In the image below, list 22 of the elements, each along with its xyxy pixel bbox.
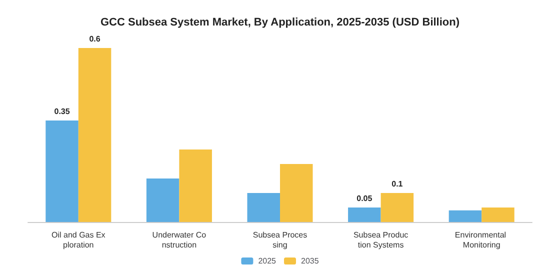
data-label: 0.1 <box>392 180 404 188</box>
bar <box>482 208 514 222</box>
bar <box>179 150 212 222</box>
data-label: 0.6 <box>89 34 101 44</box>
bar <box>348 208 381 222</box>
bar <box>78 48 112 222</box>
data-label: 0.05 <box>356 194 373 203</box>
x-tick-label: Subsea Production Systems <box>353 230 408 250</box>
bar <box>448 210 482 222</box>
x-tick-label: Environmental Monitoring <box>454 230 508 250</box>
bar <box>247 193 280 222</box>
bar <box>146 178 180 222</box>
legend-label: 2025 <box>258 256 277 266</box>
bar <box>280 164 313 222</box>
chart-title: GCC Subsea System Market, By Application, 2025-2035 (USD Billion) <box>100 16 460 28</box>
legend-label: 2035 <box>301 256 320 266</box>
data-label: 0.35 <box>54 107 70 116</box>
x-tick-label: Oil and Gas Exploration <box>51 230 106 250</box>
x-tick-label: Subsea Processing <box>252 230 308 250</box>
bar <box>46 120 78 222</box>
x-tick-label: Underwater Construction <box>152 230 207 250</box>
bar <box>380 193 414 222</box>
